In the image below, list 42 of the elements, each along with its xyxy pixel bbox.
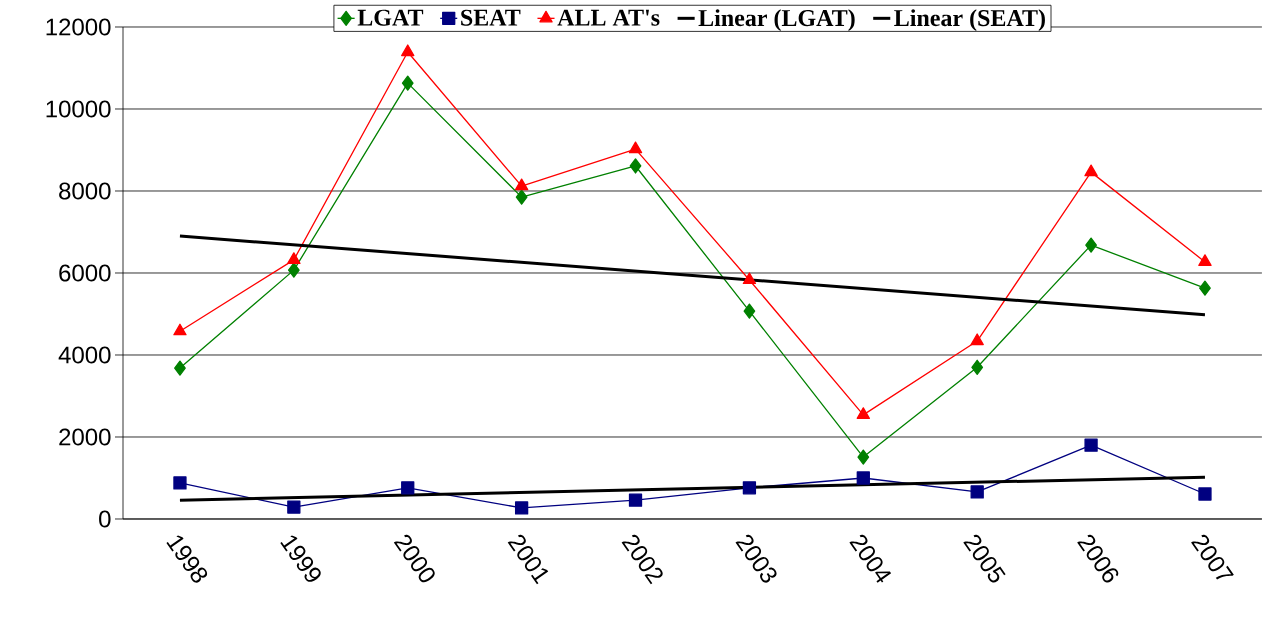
point — [1199, 280, 1211, 296]
point — [742, 481, 757, 495]
point — [743, 303, 756, 319]
y-tick-label: 12000 — [46, 18, 111, 36]
point — [514, 178, 529, 191]
legend-label: LGAT — [357, 9, 424, 26]
point — [287, 500, 301, 514]
point — [1084, 164, 1098, 177]
point — [628, 141, 643, 154]
y-tick-label: 4000 — [58, 346, 111, 364]
y-tick-label: 10000 — [46, 100, 111, 118]
point — [970, 333, 984, 346]
point — [173, 323, 187, 336]
point — [174, 360, 186, 376]
y-tick-label: 8000 — [59, 182, 111, 200]
legend-label: Linear (LGAT) — [698, 9, 855, 32]
point — [1198, 487, 1212, 501]
point — [514, 501, 529, 515]
point — [971, 359, 984, 375]
legend-label: ALL AT's — [557, 9, 660, 26]
legend-label: SEAT — [461, 9, 521, 26]
point — [287, 252, 301, 265]
point — [1198, 254, 1212, 267]
y-tick-label: 2000 — [59, 428, 111, 446]
point — [1085, 237, 1097, 253]
point — [515, 189, 528, 205]
y-tick-label: 0 — [99, 510, 111, 528]
point — [742, 272, 757, 285]
point — [401, 75, 414, 91]
point — [856, 407, 871, 419]
point — [628, 493, 643, 507]
point — [856, 471, 870, 485]
point — [970, 485, 984, 499]
y-tick-label: 6000 — [59, 264, 111, 282]
point — [173, 476, 187, 490]
point — [857, 449, 870, 465]
point — [1084, 438, 1098, 452]
point — [287, 262, 300, 278]
legend-label: Linear (SEAT) — [894, 9, 1045, 32]
point — [401, 44, 415, 57]
point — [629, 158, 642, 174]
point — [401, 481, 415, 495]
